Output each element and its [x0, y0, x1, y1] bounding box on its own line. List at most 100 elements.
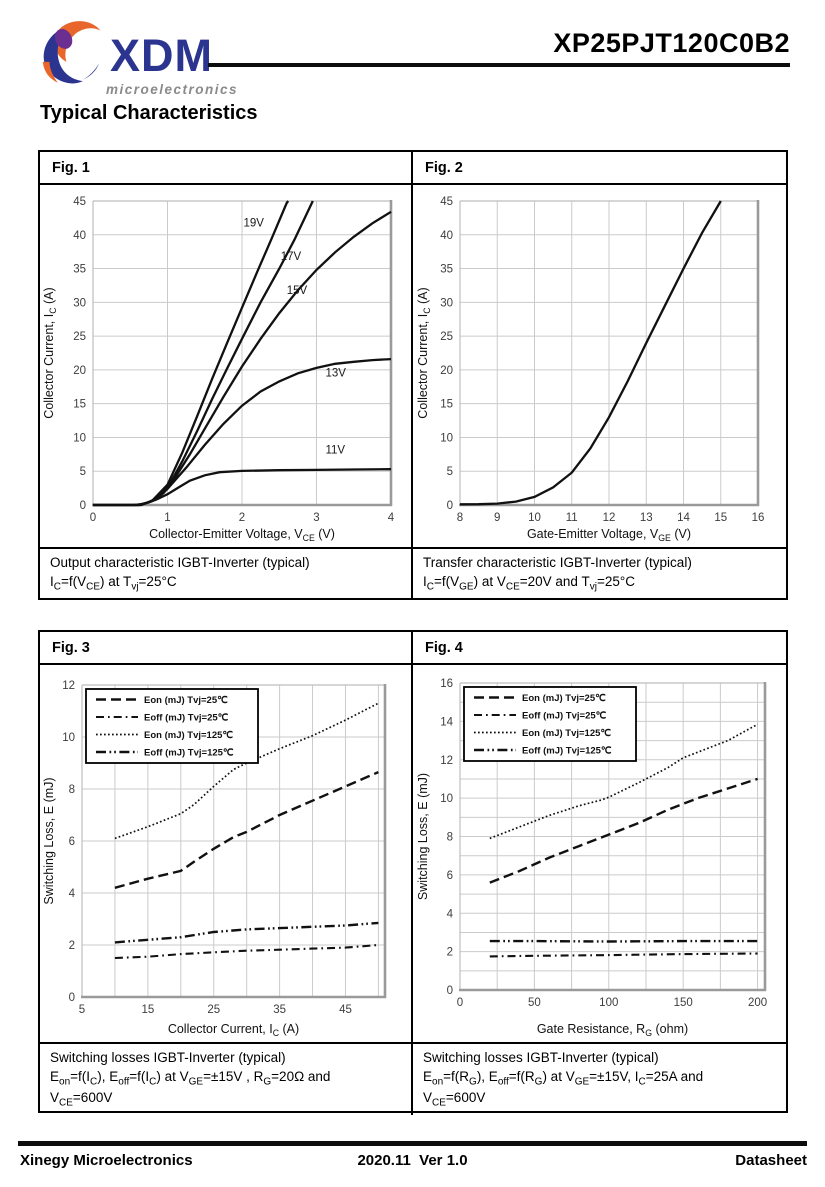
svg-text:30: 30: [440, 297, 453, 309]
brand-name: XDM: [110, 30, 213, 81]
svg-text:45: 45: [73, 196, 86, 208]
svg-text:3: 3: [313, 512, 319, 524]
svg-text:20: 20: [440, 365, 453, 377]
fig3-switching-losses-vs-ic-chart: 5 15 25 35 45 0 2 4 6 8 10 12 Collector Current, IC …: [42, 680, 387, 1038]
svg-text:8: 8: [457, 512, 463, 524]
fig3-label: Fig. 3: [40, 632, 413, 665]
svg-text:8: 8: [447, 832, 453, 844]
svg-text:11V: 11V: [325, 445, 345, 457]
svg-text:6: 6: [69, 836, 75, 848]
svg-text:100: 100: [599, 997, 618, 1009]
figure-panel-bottom: Fig. 3 Fig. 4 5 15 25 35 45 0 2 4 6 8 10 12 Collecto…: [38, 630, 788, 1115]
svg-text:Eon (mJ) Tvj=125℃: Eon (mJ) Tvj=125℃: [522, 728, 611, 739]
footer-version: 2020.11 Ver 1.0: [357, 1152, 468, 1169]
svg-text:12: 12: [440, 755, 453, 767]
svg-text:11: 11: [566, 512, 578, 524]
svg-text:35: 35: [273, 1004, 286, 1016]
svg-text:15: 15: [714, 512, 727, 524]
header-rule: [208, 63, 790, 67]
fig4-caption: Switching losses IGBT-Inverter (typical)…: [413, 1042, 786, 1115]
svg-text:20: 20: [73, 365, 86, 377]
svg-text:6: 6: [447, 870, 453, 882]
svg-text:Collector Current, IC (A): Collector Current, IC (A): [168, 1022, 299, 1038]
footer-company: Xinegy Microelectronics: [20, 1152, 193, 1169]
svg-text:Switching Loss, E (mJ): Switching Loss, E (mJ): [416, 773, 430, 900]
svg-text:25: 25: [207, 1004, 220, 1016]
svg-text:9: 9: [494, 512, 500, 524]
part-number: XP25PJT120C0B2: [553, 28, 790, 58]
svg-text:Eon (mJ) Tvj=25℃: Eon (mJ) Tvj=25℃: [144, 695, 228, 706]
fig1-output-characteristic-chart: 0 1 2 3 4051015202530354045Collector-Emitter…: [42, 196, 395, 543]
fig2-label: Fig. 2: [413, 152, 786, 185]
svg-text:0: 0: [69, 992, 75, 1004]
svg-text:16: 16: [440, 678, 453, 690]
fig3-chart-cell: 5 15 25 35 45 0 2 4 6 8 10 12 Collector Current, IC …: [40, 665, 413, 1042]
svg-text:15: 15: [141, 1004, 154, 1016]
svg-text:10: 10: [62, 732, 75, 744]
fig4-label: Fig. 4: [413, 632, 786, 665]
svg-text:Eoff (mJ) Tvj=25℃: Eoff (mJ) Tvj=25℃: [522, 711, 607, 722]
svg-text:25: 25: [440, 331, 453, 343]
page-title: Typical Characteristics: [40, 102, 258, 124]
svg-text:14: 14: [677, 512, 690, 524]
svg-text:0: 0: [447, 500, 453, 512]
svg-text:0: 0: [457, 997, 463, 1009]
svg-text:17V: 17V: [281, 251, 302, 263]
svg-text:10: 10: [440, 432, 453, 444]
svg-text:19V: 19V: [243, 218, 264, 230]
svg-text:40: 40: [73, 230, 86, 242]
svg-text:Eon (mJ) Tvj=25℃: Eon (mJ) Tvj=25℃: [522, 693, 606, 704]
svg-text:15: 15: [73, 399, 86, 411]
svg-text:2: 2: [239, 512, 245, 524]
svg-text:16: 16: [752, 512, 765, 524]
svg-text:Eon (mJ) Tvj=125℃: Eon (mJ) Tvj=125℃: [144, 730, 233, 741]
svg-text:50: 50: [528, 997, 541, 1009]
svg-text:45: 45: [339, 1004, 352, 1016]
fig4-chart-cell: 0 50 100 150 200 0 2 4 6 8 10 12 14 16 Gate Resistance…: [413, 665, 786, 1042]
svg-text:35: 35: [73, 264, 86, 276]
svg-text:30: 30: [73, 297, 86, 309]
svg-text:Gate-Emitter Voltage, VGE (V): Gate-Emitter Voltage, VGE (V): [527, 527, 691, 543]
svg-text:10: 10: [73, 432, 86, 444]
svg-text:8: 8: [69, 784, 75, 796]
svg-text:12: 12: [62, 680, 75, 692]
svg-text:15: 15: [440, 399, 453, 411]
svg-text:Collector-Emitter Voltage, VCE: Collector-Emitter Voltage, VCE (V): [149, 527, 335, 543]
svg-text:Collector Current, IC (A): Collector Current, IC (A): [42, 287, 58, 418]
svg-text:Eoff (mJ) Tvj=125℃: Eoff (mJ) Tvj=125℃: [144, 748, 234, 759]
svg-text:4: 4: [447, 908, 454, 920]
svg-text:4: 4: [69, 888, 76, 900]
svg-text:200: 200: [748, 997, 767, 1009]
svg-text:0: 0: [90, 512, 96, 524]
svg-text:5: 5: [80, 466, 86, 478]
brand-tagline: microelectronics: [106, 82, 239, 97]
svg-text:12: 12: [603, 512, 616, 524]
svg-text:40: 40: [440, 230, 453, 242]
footer-rule: [18, 1141, 807, 1146]
svg-text:0: 0: [80, 500, 86, 512]
footer-doc-type: Datasheet: [735, 1152, 807, 1169]
fig4-switching-losses-vs-rg-chart: 0 50 100 150 200 0 2 4 6 8 10 12 14 16 Gate Resistance…: [416, 678, 767, 1038]
fig2-transfer-characteristic-chart: 8 9 10 11 12 13 14 15 16 0 5 10 15 20 25 30 35 40 45 Gate-E…: [416, 196, 765, 543]
fig1-label: Fig. 1: [40, 152, 413, 185]
svg-text:Eoff (mJ) Tvj=25℃: Eoff (mJ) Tvj=25℃: [144, 713, 229, 724]
svg-text:5: 5: [447, 466, 453, 478]
fig2-caption: Transfer characteristic IGBT-Inverter (t…: [413, 547, 786, 598]
svg-text:4: 4: [388, 512, 395, 524]
fig1-chart-cell: 0 1 2 3 4 0 5 10 15 20 25 30 35 40 45 Collector-Emitter…: [40, 185, 413, 547]
svg-text:10: 10: [440, 793, 453, 805]
svg-text:2: 2: [69, 940, 75, 952]
svg-text:1: 1: [164, 512, 170, 524]
figure-panel-top: Fig. 1 Fig. 2 0 1 2 3 4 0 5 10 15 20 25 30 35 40 45 Col…: [38, 150, 788, 600]
fig2-chart-cell: 8 9 10 11 12 13 14 15 16 0 5 10 15 20 25 30 35 40 45 Gate-E…: [413, 185, 786, 547]
fig3-caption: Switching losses IGBT-Inverter (typical)…: [40, 1042, 413, 1115]
svg-text:Collector Current, IC (A): Collector Current, IC (A): [416, 287, 432, 418]
xdm-logo-swirl-icon: [42, 21, 101, 84]
svg-text:0: 0: [447, 985, 453, 997]
svg-text:15V: 15V: [287, 285, 308, 297]
svg-text:150: 150: [674, 997, 693, 1009]
svg-text:Gate Resistance, RG (ohm): Gate Resistance, RG (ohm): [537, 1022, 688, 1038]
fig1-caption: Output characteristic IGBT-Inverter (typ…: [40, 547, 413, 599]
svg-text:14: 14: [440, 716, 453, 728]
